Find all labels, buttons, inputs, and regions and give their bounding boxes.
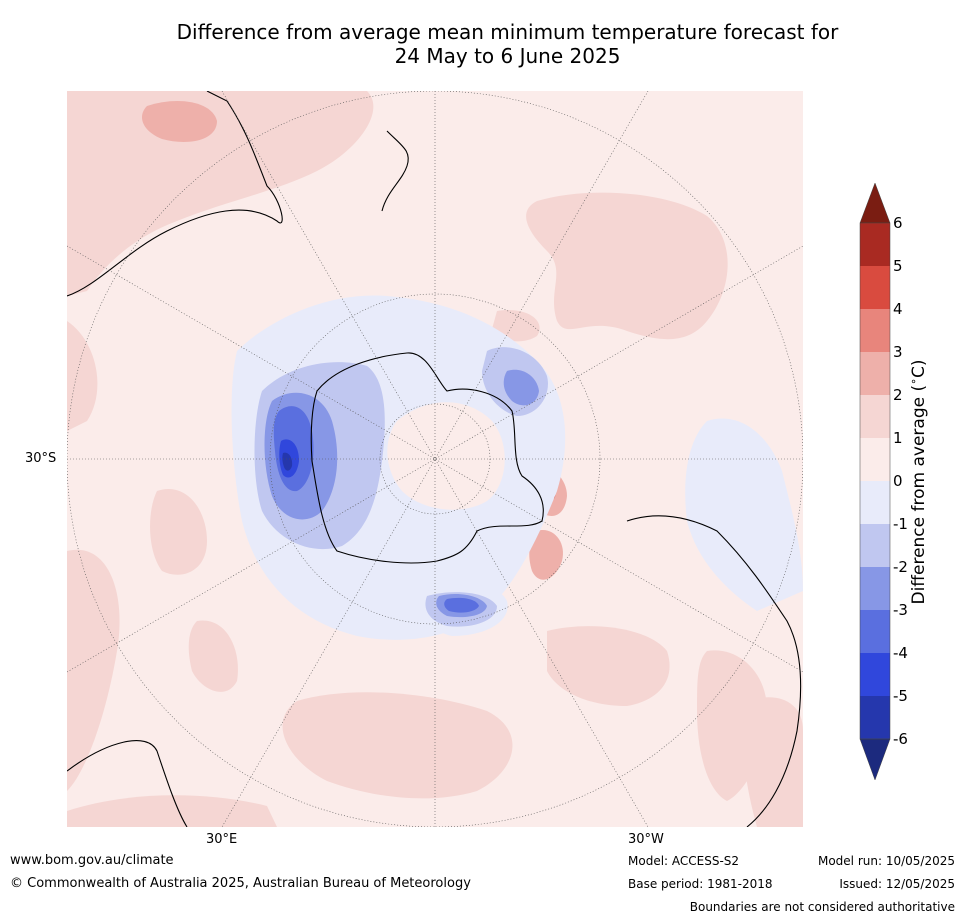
colorbar-tick-m6: -6: [893, 730, 908, 748]
field-1-to-2: [67, 91, 803, 827]
colorbar-tick-4: 4: [893, 300, 903, 318]
colorbar-bin-3-4: [860, 309, 890, 352]
colorbar-label-text: Difference from average (: [908, 384, 929, 605]
colorbar-tick-5: 5: [893, 257, 903, 275]
disclaimer-text: Boundaries are not considered authoritat…: [689, 900, 955, 914]
colorbar-bin-1-2: [860, 395, 890, 438]
colorbar-bin-m2-m1: [860, 524, 890, 567]
australia-coast: [67, 91, 283, 297]
model-text: Model: ACCESS-S2: [628, 854, 740, 868]
colorbar: [859, 182, 891, 781]
colorbar-tick-2: 2: [893, 386, 903, 404]
lon-label-30e: 30°E: [206, 832, 238, 847]
colorbar-tick-m2: -2: [893, 558, 908, 576]
new-zealand-coast: [381, 130, 409, 212]
lat-label-30s: 30°S: [25, 451, 57, 466]
colorbar-tick-6: 6: [893, 214, 903, 232]
colorbar-bin-m3-m2: [860, 567, 890, 610]
colorbar-bin-m1-0: [860, 481, 890, 524]
colorbar-bin-m6-m5: [860, 696, 890, 739]
title-line-2: 24 May to 6 June 2025: [394, 44, 621, 68]
base-period-text: Base period: 1981-2018: [628, 877, 773, 891]
coastlines: [67, 91, 802, 827]
colorbar-label: Difference from average (∘C): [907, 359, 929, 604]
colorbar-bin-4-5: [860, 266, 890, 309]
antarctica-coast: [310, 352, 544, 564]
colorbar-label-unit: C): [908, 359, 929, 378]
colorbar-tick-0: 0: [893, 472, 903, 490]
colorbar-bin-m4-m3: [860, 610, 890, 653]
colorbar-tick-1: 1: [893, 429, 903, 447]
colorbar-tick-m5: -5: [893, 687, 908, 705]
map-panel[interactable]: [67, 91, 803, 827]
colorbar-tick-m4: -4: [893, 644, 908, 662]
model-run-text: Model run: 10/05/2025: [817, 854, 955, 868]
lon-label-30w: 30°W: [628, 832, 664, 847]
africa-coast: [67, 740, 188, 827]
south-america-coast: [626, 515, 802, 827]
colorbar-bin-m5-m4: [860, 653, 890, 696]
title-line-1: Difference from average mean minimum tem…: [176, 20, 839, 44]
website-link[interactable]: www.bom.gov.au/climate: [10, 853, 174, 868]
colorbar-tick-m3: -3: [893, 601, 908, 619]
graticule: [67, 91, 803, 827]
colorbar-over-triangle: [859, 182, 891, 224]
colorbar-bin-5-6: [860, 223, 890, 266]
colorbar-tick-3: 3: [893, 343, 903, 361]
issued-text: Issued: 12/05/2025: [839, 877, 955, 891]
colorbar-bin-2-3: [860, 352, 890, 395]
colorbar-bin-0-1: [860, 438, 890, 481]
map-title: Difference from average mean minimum tem…: [60, 20, 955, 68]
field-minus-6-to-minus-5: [282, 452, 293, 471]
anomaly-map[interactable]: [67, 91, 803, 827]
colorbar-tick-m1: -1: [893, 515, 908, 533]
colorbar-label-degree: ∘: [907, 377, 921, 385]
copyright-text: © Commonwealth of Australia 2025, Austra…: [10, 876, 471, 891]
field-core: [387, 402, 505, 510]
colorbar-under-triangle: [859, 738, 891, 781]
